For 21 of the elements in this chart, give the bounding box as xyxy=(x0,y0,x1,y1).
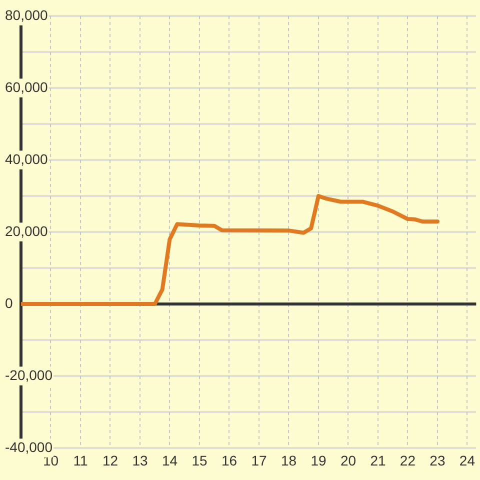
x-tick-label: 24 xyxy=(459,452,476,468)
x-tick-label: 22 xyxy=(400,452,416,468)
y-tick-label: 0 xyxy=(5,294,13,311)
x-tick-label: 15 xyxy=(192,452,208,468)
y-tick-label: 40,000 xyxy=(5,150,48,167)
y-tick-label: -40,000 xyxy=(5,438,53,455)
x-tick-label: 18 xyxy=(280,452,297,468)
y-tick-label: 80,000 xyxy=(5,6,48,23)
x-tick-label: 20 xyxy=(340,452,356,468)
x-tick-label: 23 xyxy=(430,452,446,468)
y-tick-label: 20,000 xyxy=(5,222,48,239)
x-tick-label: 17 xyxy=(251,452,267,468)
x-tick-label: 16 xyxy=(221,452,238,468)
x-tick-label: 13 xyxy=(132,452,148,468)
y-tick-label: -20,000 xyxy=(5,366,53,383)
x-tick-label: 14 xyxy=(162,452,178,468)
x-tick-label: 12 xyxy=(102,452,118,468)
x-tick-label: 19 xyxy=(310,452,326,468)
y-tick-label: 60,000 xyxy=(5,78,48,95)
x-tick-label: 21 xyxy=(370,452,386,468)
x-tick-label: 11 xyxy=(73,452,88,468)
